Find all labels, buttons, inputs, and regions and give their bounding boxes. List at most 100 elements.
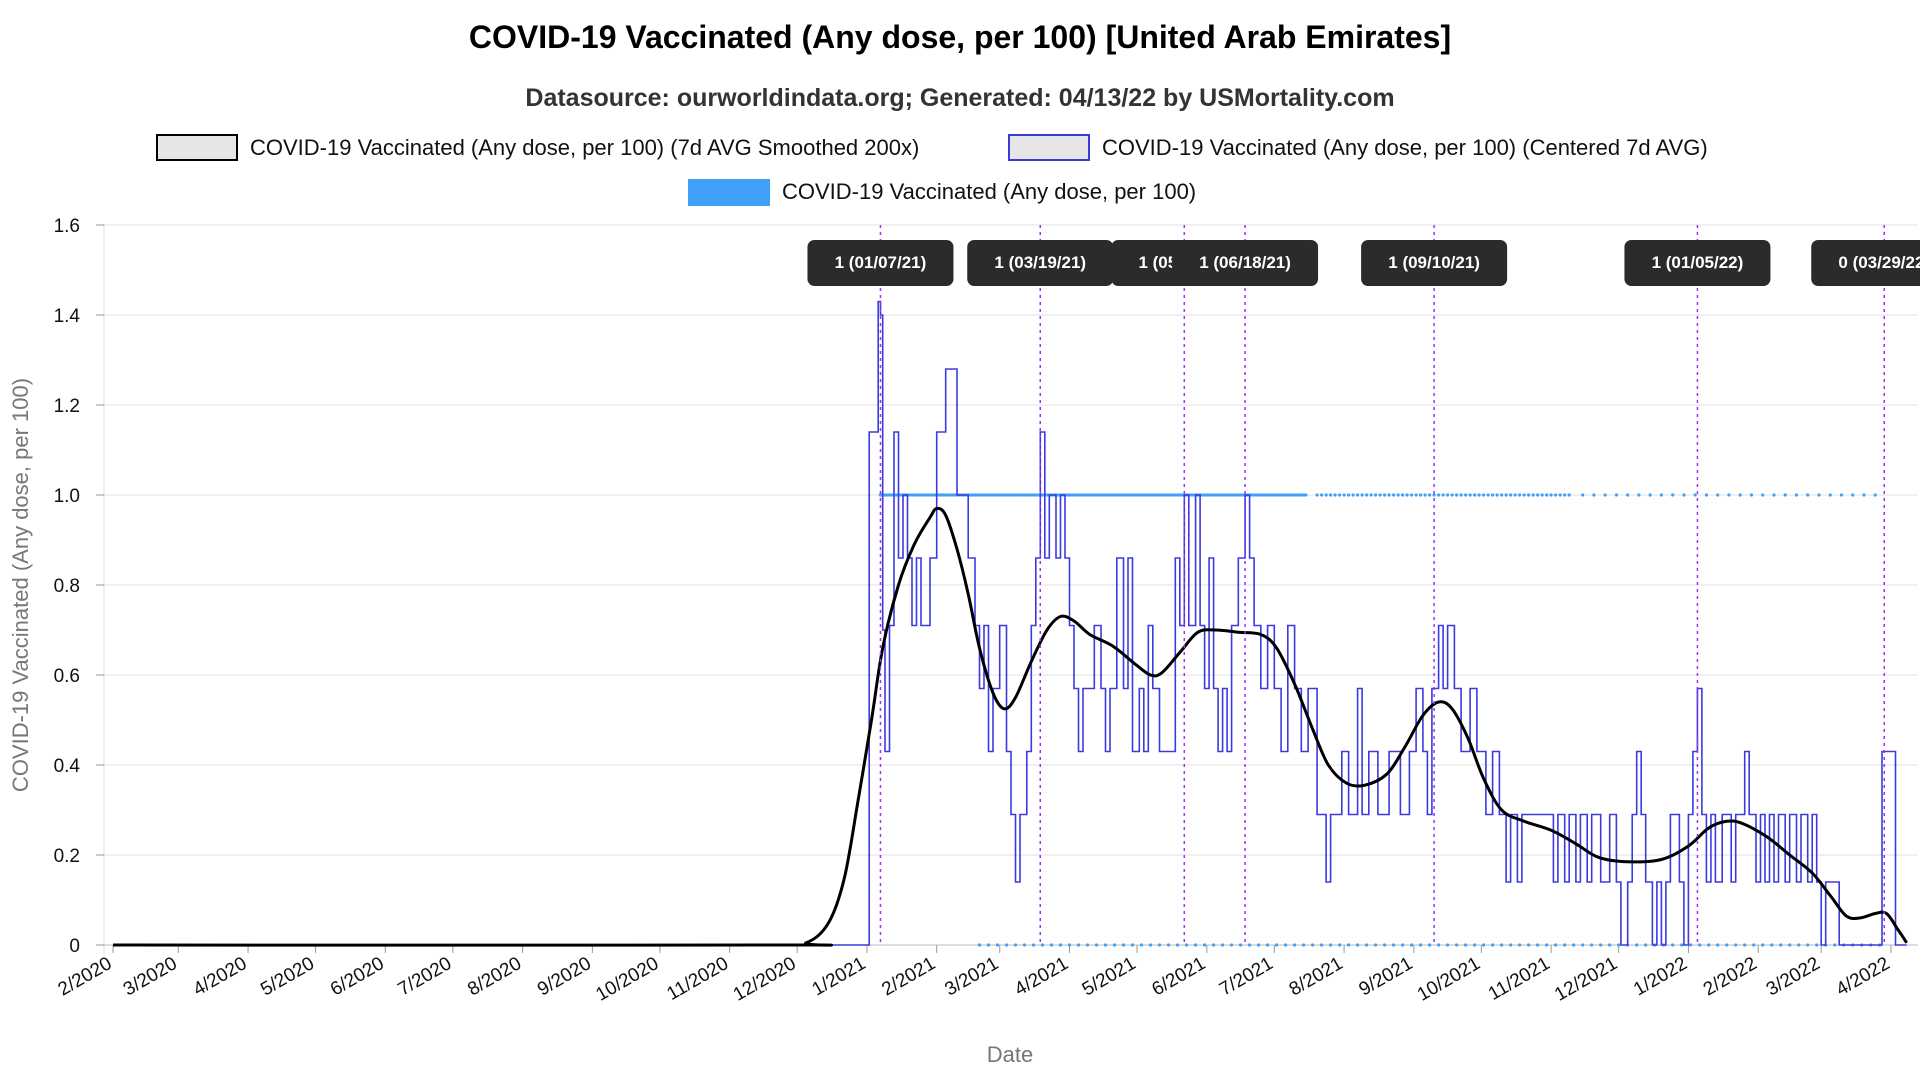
raw-point-zero xyxy=(1680,943,1684,947)
raw-point-one xyxy=(1101,493,1105,497)
raw-point-one xyxy=(1364,493,1369,497)
y-tick-label: 1.6 xyxy=(54,216,80,237)
chart-title: COVID-19 Vaccinated (Any dose, per 100) … xyxy=(469,19,1451,55)
raw-point-one xyxy=(1227,493,1231,497)
raw-point-zero xyxy=(1482,943,1486,947)
annotation-box xyxy=(1811,240,1920,286)
chart-subtitle: Datasource: ourworldindata.org; Generate… xyxy=(525,84,1394,112)
raw-point-one xyxy=(1659,493,1664,497)
raw-point-one xyxy=(977,493,982,497)
raw-point-one xyxy=(1029,493,1033,497)
raw-point-one xyxy=(944,493,948,497)
raw-point-one xyxy=(1437,493,1441,497)
raw-point-one xyxy=(1209,493,1213,497)
raw-point-one xyxy=(1070,493,1074,497)
x-tick-label: 7/2021 xyxy=(1216,953,1277,1000)
raw-point-zero xyxy=(1283,943,1288,947)
raw-point-one xyxy=(1108,493,1112,497)
x-tick-label: 7/2020 xyxy=(395,953,456,1000)
raw-point-one xyxy=(1414,493,1418,497)
legend-label-centered: COVID-19 Vaccinated (Any dose, per 100) … xyxy=(1102,135,1708,160)
raw-point-zero xyxy=(1004,943,1009,947)
raw-point-one xyxy=(887,493,892,497)
raw-point-one xyxy=(923,493,928,497)
x-tick-label: 6/2021 xyxy=(1148,953,1209,1000)
raw-point-one xyxy=(1274,493,1279,497)
raw-point-one xyxy=(1648,493,1652,497)
x-tick-label: 1/2022 xyxy=(1630,953,1691,1000)
raw-point-zero xyxy=(1022,943,1027,947)
x-tick-label: 9/2020 xyxy=(534,953,595,1000)
raw-point-zero xyxy=(1184,943,1189,947)
raw-point-one xyxy=(1495,493,1499,497)
raw-point-one xyxy=(1016,493,1020,497)
raw-point-one xyxy=(1464,493,1468,497)
raw-point-zero xyxy=(1581,943,1585,947)
raw-point-one xyxy=(1189,493,1193,497)
raw-point-one xyxy=(1716,493,1720,497)
raw-point-one xyxy=(1036,493,1040,497)
raw-point-zero xyxy=(1554,943,1558,947)
raw-point-zero xyxy=(1319,943,1324,947)
raw-point-one xyxy=(1265,493,1270,497)
raw-point-one xyxy=(919,493,923,497)
raw-point-one xyxy=(1202,493,1207,497)
x-tick-label: 3/2021 xyxy=(941,953,1002,1000)
raw-point-one xyxy=(1148,493,1153,497)
legend-item-smoothed[interactable]: COVID-19 Vaccinated (Any dose, per 100) … xyxy=(156,134,919,161)
raw-point-one xyxy=(971,493,975,497)
raw-point-one xyxy=(899,493,903,497)
annotations: 1 (01/07/21)1 (03/19/21)1 (05/22/21)1 (0… xyxy=(807,225,1920,945)
raw-point-one xyxy=(1223,493,1227,497)
raw-point-one xyxy=(1155,493,1159,497)
raw-point-one xyxy=(1171,493,1175,497)
raw-point-one xyxy=(1281,493,1285,497)
legend-item-centered[interactable]: COVID-19 Vaccinated (Any dose, per 100) … xyxy=(1008,134,1708,161)
raw-point-one xyxy=(1693,493,1697,497)
raw-point-one xyxy=(1455,493,1459,497)
raw-point-zero xyxy=(1527,943,1531,947)
raw-point-one xyxy=(1396,493,1400,497)
raw-point-one xyxy=(1704,493,1709,497)
raw-point-one xyxy=(1405,493,1409,497)
legend-swatch-smoothed xyxy=(156,134,238,161)
raw-point-zero xyxy=(1130,943,1135,947)
raw-point-one xyxy=(912,493,916,497)
raw-point-one xyxy=(1103,493,1108,497)
raw-point-zero xyxy=(1446,943,1450,947)
raw-point-one xyxy=(1020,493,1024,497)
centered-line xyxy=(113,300,1907,946)
raw-point-one xyxy=(1180,493,1184,497)
raw-point-one xyxy=(894,493,898,497)
raw-point-one xyxy=(1527,493,1531,497)
raw-point-one xyxy=(1749,493,1754,497)
x-tick-label: 1/2021 xyxy=(809,953,870,1000)
raw-point-one xyxy=(1288,493,1292,497)
x-tick-label: 12/2021 xyxy=(1551,953,1621,1006)
raw-point-zero xyxy=(1085,943,1090,947)
raw-point-one xyxy=(1360,493,1364,497)
raw-point-zero xyxy=(1031,943,1036,947)
raw-point-one xyxy=(1099,493,1103,497)
x-tick-label: 3/2022 xyxy=(1763,953,1824,1000)
raw-point-zero xyxy=(1274,943,1279,947)
raw-point-one xyxy=(946,493,950,497)
y-tick-label: 0.2 xyxy=(54,846,80,867)
raw-point-zero xyxy=(1202,943,1207,947)
raw-point-one xyxy=(1410,493,1414,497)
annotation-label: 1 (06/18/21) xyxy=(1199,253,1291,272)
raw-point-one xyxy=(1218,493,1222,497)
raw-point-zero xyxy=(1211,943,1216,947)
raw-point-zero xyxy=(1301,943,1306,947)
y-tick-label: 0.4 xyxy=(54,756,81,777)
raw-point-one xyxy=(914,493,919,497)
raw-point-one xyxy=(1545,493,1549,497)
raw-point-one xyxy=(1238,493,1243,497)
raw-point-one xyxy=(1761,493,1765,497)
raw-point-zero xyxy=(1437,943,1441,947)
raw-point-one xyxy=(1772,493,1776,497)
x-axis-ticks: 2/2020 3/2020 4/2020 5/2020 6/2020 7/2020 8/20… xyxy=(55,945,1893,1006)
legend-item-raw[interactable]: COVID-19 Vaccinated (Any dose, per 100) xyxy=(688,179,1196,206)
raw-point-one xyxy=(1509,493,1513,497)
raw-point-one xyxy=(1392,493,1396,497)
